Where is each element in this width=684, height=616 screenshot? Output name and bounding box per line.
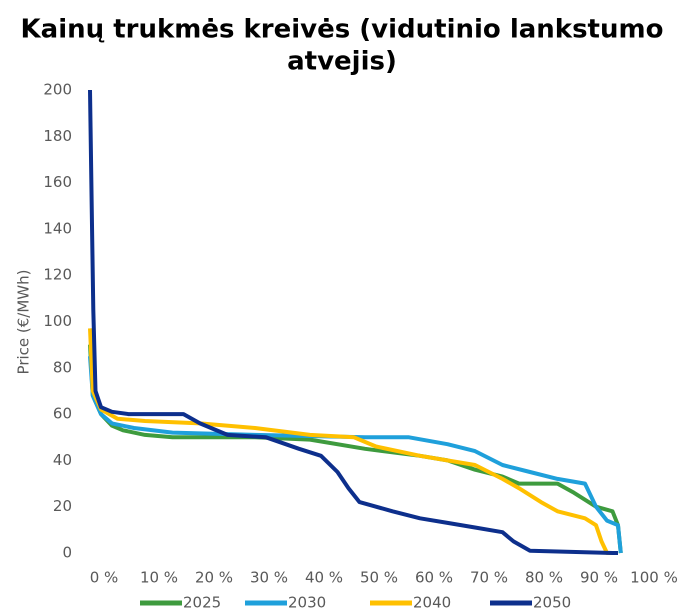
y-tick-label: 60 bbox=[53, 405, 72, 423]
y-tick-label: 40 bbox=[53, 451, 72, 469]
x-tick-label: 70 % bbox=[470, 569, 508, 587]
x-tick-label: 60 % bbox=[415, 569, 453, 587]
y-tick-label: 20 bbox=[53, 497, 72, 515]
y-axis-label: Price (€/MWh) bbox=[15, 270, 33, 375]
y-tick-label: 140 bbox=[43, 219, 72, 237]
x-tick-label: 80 % bbox=[525, 569, 563, 587]
x-tick-label: 90 % bbox=[580, 569, 618, 587]
y-tick-label: 160 bbox=[43, 173, 72, 191]
y-tick-label: 100 bbox=[43, 312, 72, 330]
x-tick-label: 50 % bbox=[360, 569, 398, 587]
legend-label: 2040 bbox=[413, 594, 451, 612]
x-tick-label: 0 % bbox=[90, 569, 119, 587]
x-tick-label: 30 % bbox=[250, 569, 288, 587]
line bbox=[88, 344, 623, 554]
x-tick-label: 100 % bbox=[630, 569, 678, 587]
line bbox=[88, 89, 618, 555]
chart-title: Kainų trukmės kreivės (vidutinio lankstu… bbox=[21, 15, 664, 45]
x-tick-label: 10 % bbox=[140, 569, 178, 587]
y-tick-label: 120 bbox=[43, 266, 72, 284]
y-tick-label: 200 bbox=[43, 81, 72, 99]
chart-title: atvejis) bbox=[287, 47, 397, 77]
y-tick-label: 0 bbox=[62, 544, 72, 562]
legend-label: 2050 bbox=[533, 594, 571, 612]
line bbox=[88, 356, 623, 554]
y-tick-label: 80 bbox=[53, 358, 72, 376]
x-tick-label: 20 % bbox=[195, 569, 233, 587]
line bbox=[88, 328, 618, 555]
x-tick-label: 40 % bbox=[305, 569, 343, 587]
legend-label: 2030 bbox=[288, 594, 326, 612]
legend-label: 2025 bbox=[183, 594, 221, 612]
y-tick-label: 180 bbox=[43, 127, 72, 145]
